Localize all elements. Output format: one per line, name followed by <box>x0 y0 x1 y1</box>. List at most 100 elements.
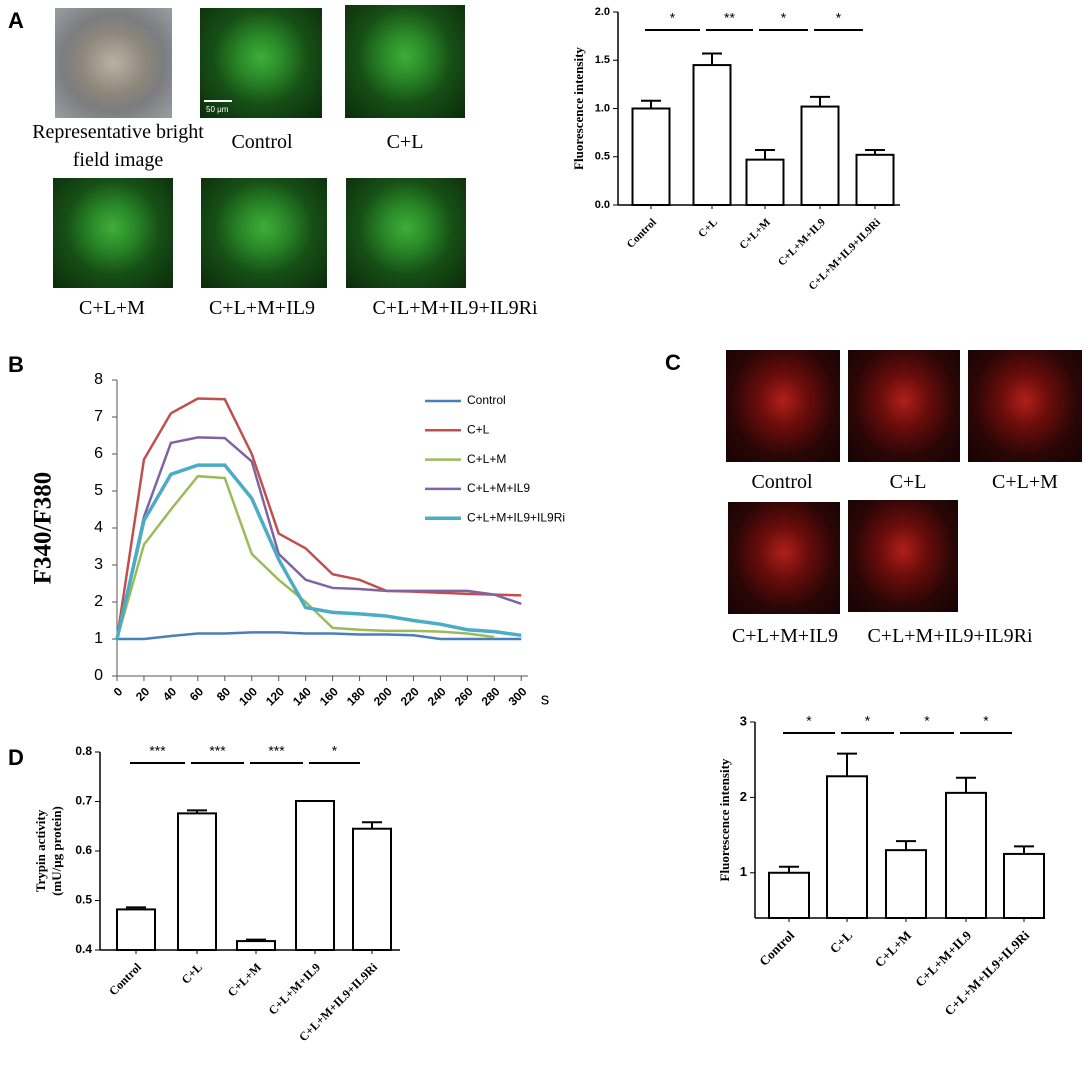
x-tick-label: 40 <box>160 684 180 704</box>
x-tick-label: 120 <box>263 684 287 708</box>
x-tick-label: 300 <box>506 684 530 708</box>
y-tick-label: 2 <box>740 789 747 804</box>
x-tick-label: C+L+M+IL9 <box>912 927 974 989</box>
x-tick-label: Control <box>756 927 797 968</box>
legend-label: Control <box>467 393 506 407</box>
x-tick-label: 200 <box>371 684 395 708</box>
x-tick-label: C+L <box>179 960 206 987</box>
legend-label: C+L+M <box>467 452 506 466</box>
bar <box>855 153 895 207</box>
micrograph: 50 μm <box>200 8 322 118</box>
micrograph <box>726 350 840 462</box>
image-caption: C+L+M+IL9+IL9Ri <box>867 625 1033 647</box>
x-tick-label: C+L+M <box>225 960 264 999</box>
significance-label: ** <box>724 10 735 26</box>
x-tick-label: 180 <box>344 684 368 708</box>
micrograph <box>848 350 960 462</box>
y-tick-label: 1 <box>94 630 103 647</box>
bar <box>692 64 732 206</box>
y-tick-label: 6 <box>94 445 103 462</box>
bar <box>236 940 276 952</box>
y-tick-label: 0 <box>94 667 103 684</box>
panel-label: D <box>8 745 24 770</box>
panel-label: A <box>8 8 24 33</box>
significance-label: * <box>983 713 989 729</box>
image-caption: Control <box>231 131 293 153</box>
y-tick-label: 1.5 <box>595 54 610 66</box>
y-tick-label: 4 <box>94 519 103 536</box>
legend-label: C+L <box>467 422 490 436</box>
line-series <box>115 397 522 640</box>
image-caption: Representative bright field image <box>32 121 204 171</box>
bar <box>768 871 810 919</box>
micrograph <box>968 350 1082 462</box>
line-series <box>115 474 495 640</box>
significance-label: * <box>332 743 338 759</box>
y-axis-label: Fluorescence intensity <box>717 758 732 881</box>
bar <box>745 158 785 207</box>
bright-field-image <box>55 8 172 118</box>
x-tick-label: 0 <box>111 684 126 699</box>
y-tick-label: 2 <box>94 593 103 610</box>
image-caption: C+L+M <box>992 471 1058 493</box>
x-tick-label: 240 <box>425 684 449 708</box>
micrograph <box>345 5 465 118</box>
image-caption: C+L+M+IL9 <box>731 625 839 647</box>
bar <box>352 827 392 951</box>
x-axis-label: s <box>541 689 550 708</box>
x-tick-label: 100 <box>236 684 260 708</box>
legend-label: C+L+M+IL9 <box>467 481 530 495</box>
micrograph <box>201 178 327 288</box>
line-series <box>117 631 522 641</box>
x-tick-label: 280 <box>479 684 503 708</box>
image-caption: C+L <box>889 471 927 493</box>
x-tick-label: C+L <box>696 216 720 240</box>
significance-label: * <box>670 10 676 26</box>
x-tick-label: 60 <box>187 684 207 704</box>
legend-label: C+L+M+IL9+IL9Ri <box>467 510 565 524</box>
x-tick-label: C+L <box>827 927 856 956</box>
x-tick-label: 80 <box>214 684 234 704</box>
y-tick-label: 3 <box>94 556 103 573</box>
significance-label: *** <box>268 743 285 759</box>
image-caption: C+L+M+IL9+IL9Ri <box>372 297 538 319</box>
y-tick-label: 8 <box>94 371 103 388</box>
bar <box>177 812 217 951</box>
x-tick-label: C+L+M+IL9 <box>776 216 828 268</box>
y-tick-label: 0.5 <box>595 151 610 163</box>
x-tick-label: 220 <box>398 684 422 708</box>
image-caption: C+L+M <box>79 297 145 319</box>
y-tick-label: 1.0 <box>595 102 610 114</box>
x-tick-label: C+L+M <box>872 928 915 971</box>
significance-label: *** <box>149 743 166 759</box>
x-tick-label: 20 <box>133 684 153 704</box>
bar <box>116 908 156 951</box>
line-series <box>115 463 522 640</box>
significance-label: * <box>806 713 812 729</box>
scale-bar-label: 50 μm <box>206 105 229 114</box>
x-tick-label: 260 <box>452 684 476 708</box>
micrograph <box>728 502 840 614</box>
y-tick-label: 0.0 <box>595 199 610 211</box>
image-caption: C+L <box>386 131 424 153</box>
y-tick-label: 0.5 <box>75 893 92 907</box>
image-caption: C+L+M+IL9 <box>208 297 316 319</box>
panel-label: C <box>665 350 681 375</box>
bar <box>631 107 671 206</box>
micrograph <box>346 178 466 288</box>
y-axis-label: Fluorescence intensity <box>571 47 586 170</box>
micrograph <box>53 178 173 288</box>
bar <box>945 791 987 919</box>
panel-label: B <box>8 352 24 377</box>
significance-label: * <box>836 10 842 26</box>
y-tick-label: 7 <box>94 408 103 425</box>
x-tick-label: C+L+M <box>737 216 773 252</box>
significance-label: * <box>924 713 930 729</box>
line-series <box>115 436 522 640</box>
x-tick-label: C+L+M+IL9 <box>266 960 323 1017</box>
micrograph <box>848 500 958 612</box>
x-tick-label: Control <box>625 216 659 250</box>
y-tick-label: 1 <box>740 864 747 879</box>
